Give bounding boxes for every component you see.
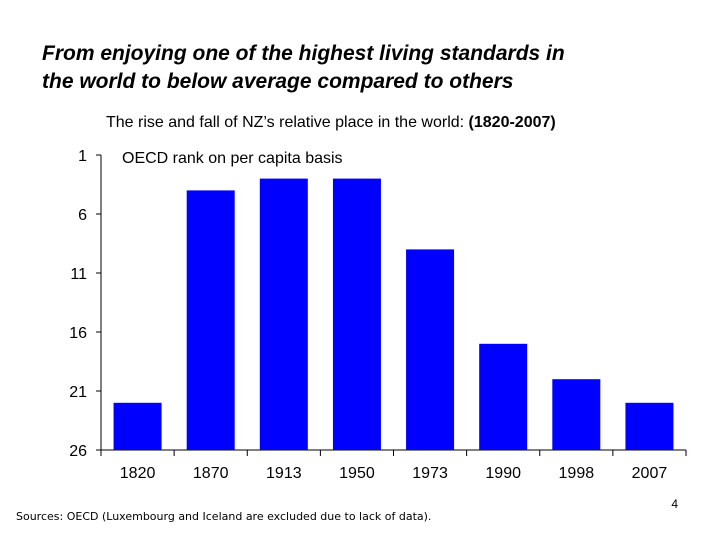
x-tick-label: 1990 bbox=[485, 465, 521, 482]
x-tick-label: 2007 bbox=[632, 465, 668, 482]
page-number: 4 bbox=[671, 497, 678, 511]
bar-1950 bbox=[332, 178, 381, 450]
x-tick-label: 1913 bbox=[266, 465, 302, 482]
y-tick-label: 16 bbox=[69, 325, 87, 342]
bars bbox=[113, 178, 674, 450]
bar-1998 bbox=[552, 379, 601, 450]
bar-1820 bbox=[113, 402, 162, 450]
bar-1990 bbox=[479, 343, 528, 450]
y-tick-label: 21 bbox=[69, 384, 87, 401]
headline-line-1: From enjoying one of the highest living … bbox=[42, 42, 565, 65]
x-tick-label: 1870 bbox=[193, 465, 229, 482]
bar-1913 bbox=[259, 178, 308, 450]
chart-title-text: The rise and fall of NZ’s relative place… bbox=[106, 114, 469, 131]
headline-line-2: the world to below average compared to o… bbox=[42, 70, 514, 93]
bar-1870 bbox=[186, 190, 235, 450]
x-axis: 1820 1870 1913 1950 1973 1990 1998 2007 bbox=[100, 449, 687, 482]
bar-2007 bbox=[625, 402, 674, 450]
y-tick-label: 1 bbox=[78, 148, 87, 165]
chart-title: The rise and fall of NZ’s relative place… bbox=[106, 113, 556, 133]
y-tick-label: 6 bbox=[78, 207, 87, 224]
bar-1973 bbox=[406, 249, 455, 450]
chart-annotation: OECD rank on per capita basis bbox=[122, 150, 343, 167]
x-tick-label: 1998 bbox=[559, 465, 595, 482]
x-tick-label: 1820 bbox=[120, 465, 156, 482]
x-tick-label: 1973 bbox=[412, 465, 448, 482]
source-footnote: Sources: OECD (Luxembourg and Iceland ar… bbox=[16, 510, 432, 523]
x-tick-label: 1950 bbox=[339, 465, 375, 482]
y-tick-label: 26 bbox=[69, 443, 87, 460]
y-tick-label: 11 bbox=[70, 266, 87, 283]
chart-title-years: (1820-2007) bbox=[468, 114, 556, 131]
slide-headline: From enjoying one of the highest living … bbox=[42, 40, 702, 96]
